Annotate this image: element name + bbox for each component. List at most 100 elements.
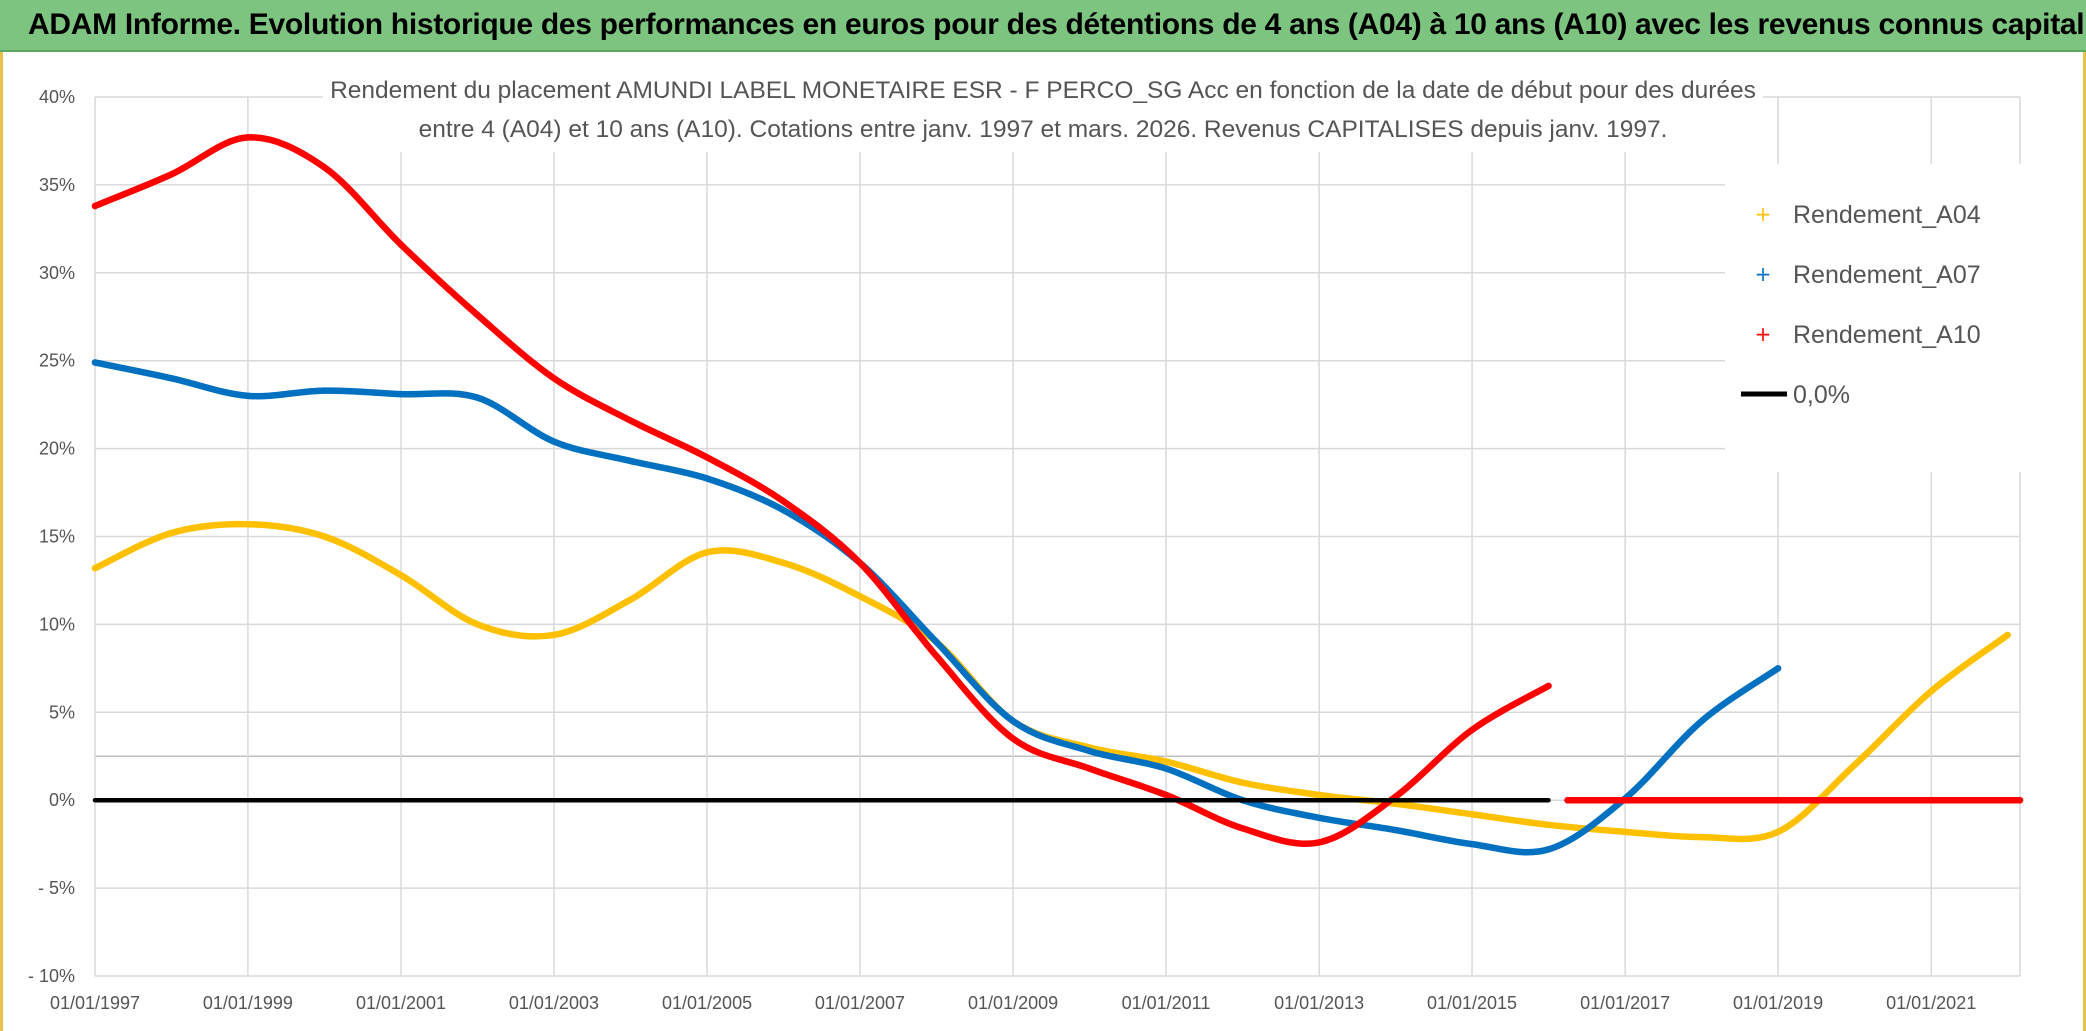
legend-label: Rendement_A04 <box>1793 201 1981 229</box>
y-tick-label: - 5% <box>38 878 75 898</box>
data-point <box>1545 846 1552 853</box>
legend-marker: + <box>1755 262 1772 286</box>
y-tick-label: - 10% <box>28 966 75 986</box>
x-tick-label: 01/01/2009 <box>968 993 1058 1013</box>
data-point <box>1698 717 1705 725</box>
chart-title-background <box>323 57 1763 152</box>
y-tick-label: 25% <box>39 351 75 371</box>
data-point <box>91 564 99 572</box>
y-tick-label: 10% <box>39 614 75 634</box>
data-point <box>397 390 405 398</box>
data-point <box>1162 765 1170 772</box>
chart-title-line-1: Rendement du placement AMUNDI LABEL MONE… <box>330 77 1756 104</box>
data-point <box>1564 797 1571 804</box>
x-tick-label: 01/01/2013 <box>1274 993 1364 1013</box>
data-point <box>474 394 481 401</box>
data-point <box>933 652 940 660</box>
data-point <box>550 375 558 382</box>
y-tick-label: 5% <box>49 702 75 722</box>
data-point <box>168 529 175 537</box>
data-point <box>1009 735 1017 742</box>
series-line-rendement-a07 <box>91 359 1782 856</box>
x-tick-label: 01/01/2001 <box>356 993 446 1013</box>
x-tick-label: 01/01/1997 <box>50 993 140 1013</box>
x-tick-label: 01/01/1999 <box>203 993 293 1013</box>
data-point <box>1162 791 1170 799</box>
data-point <box>1468 811 1476 818</box>
data-point <box>321 164 328 171</box>
data-point <box>1086 765 1093 772</box>
data-point <box>856 559 864 567</box>
data-point <box>321 387 328 394</box>
data-point <box>1162 758 1170 765</box>
data-point <box>627 596 634 603</box>
header-banner: ADAM Informe. Evolution historique des p… <box>0 0 2086 52</box>
data-point <box>168 171 175 178</box>
data-point <box>91 202 99 210</box>
data-point <box>321 533 328 540</box>
data-point <box>2004 631 2011 639</box>
data-point <box>703 454 711 461</box>
x-tick-label: 01/01/2005 <box>662 993 752 1013</box>
data-point <box>703 475 711 482</box>
data-point <box>168 375 175 382</box>
x-tick-label: 01/01/2019 <box>1733 993 1823 1013</box>
data-point <box>703 549 711 556</box>
data-point <box>1392 826 1399 834</box>
chart-title-line-2: entre 4 (A04) et 10 ans (A10). Cotations… <box>419 116 1668 143</box>
data-point <box>780 506 787 514</box>
data-point <box>397 241 405 248</box>
y-tick-label: 30% <box>39 263 75 283</box>
data-point <box>244 134 252 141</box>
legend: + Rendement_A04 + Rendement_A07 + Rendement_A… <box>1725 164 2023 472</box>
data-point <box>1468 840 1476 848</box>
x-tick-label: 01/01/2015 <box>1427 993 1517 1013</box>
page-title: ADAM Informe. Evolution historique des p… <box>28 8 2086 41</box>
data-point <box>1698 833 1705 841</box>
axis-layer: 40% 35% 30% 25% 20% 15% 10% 5% 0% - 5% - 10% 01/01/… <box>28 87 1976 1013</box>
data-point <box>1468 726 1476 734</box>
data-point <box>244 520 252 528</box>
data-point <box>244 392 252 400</box>
data-point <box>1009 717 1017 725</box>
series-layer <box>91 134 2024 856</box>
y-tick-label: 40% <box>39 87 75 107</box>
data-point <box>474 311 481 319</box>
legend-label: 0,0% <box>1793 381 1850 409</box>
series-line-rendement-a04 <box>91 520 2011 843</box>
x-tick-label: 01/01/2021 <box>1886 993 1976 1013</box>
data-point <box>91 359 99 366</box>
chart-frame: 40% 35% 30% 25% 20% 15% 10% 5% 0% - 5% - 10% 01/01/… <box>0 52 2086 1031</box>
data-point <box>627 457 634 465</box>
data-point <box>397 571 405 579</box>
legend-marker: + <box>1755 202 1772 226</box>
y-tick-label: 35% <box>39 175 75 195</box>
x-tick-label: 01/01/2011 <box>1122 993 1211 1013</box>
data-point <box>1774 665 1782 672</box>
data-point <box>1315 791 1323 799</box>
legend-label: Rendement_A10 <box>1793 321 1981 349</box>
data-point <box>1927 688 1935 695</box>
data-point <box>1086 747 1093 755</box>
data-point <box>1545 821 1552 829</box>
legend-label: Rendement_A07 <box>1793 261 1981 289</box>
x-tick-label: 01/01/2007 <box>815 993 905 1013</box>
legend-marker: + <box>1755 322 1772 346</box>
data-point <box>550 438 558 445</box>
data-point <box>780 498 787 505</box>
data-point <box>1545 682 1552 690</box>
x-tick-label: 01/01/2017 <box>1580 993 1670 1013</box>
data-point <box>1239 779 1246 786</box>
data-point <box>933 638 940 646</box>
data-point <box>856 593 864 600</box>
data-point <box>474 621 481 628</box>
data-point <box>1315 814 1323 821</box>
data-point <box>1851 761 1858 769</box>
x-tick-label: 01/01/2003 <box>509 993 599 1013</box>
data-point <box>1621 828 1629 836</box>
legend-box <box>1725 164 2023 472</box>
data-point <box>1774 828 1782 836</box>
series-line-rendement-a10 <box>91 134 1552 847</box>
y-tick-label: 20% <box>39 439 75 459</box>
y-tick-label: 0% <box>49 790 75 810</box>
